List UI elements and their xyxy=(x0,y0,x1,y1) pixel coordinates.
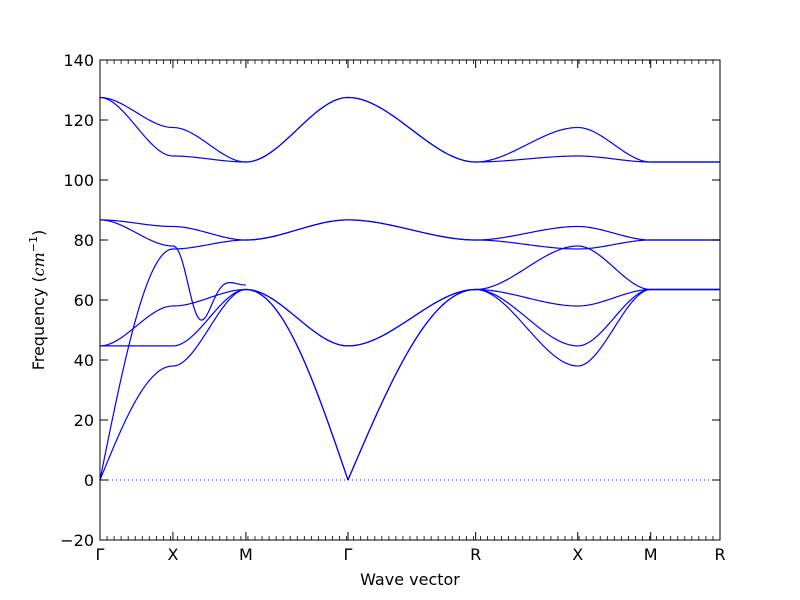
y-tick-label: 20 xyxy=(74,411,94,430)
band-line xyxy=(347,219,476,241)
x-tick-label: R xyxy=(714,545,725,564)
band-line xyxy=(99,305,173,347)
band-line xyxy=(475,288,578,307)
band-line xyxy=(475,225,578,241)
band-line xyxy=(245,219,349,241)
band-line xyxy=(577,288,651,347)
x-tick-label: Γ xyxy=(96,545,105,564)
band-line xyxy=(347,288,476,481)
y-axis-title-unit: cm xyxy=(29,252,48,276)
band-line xyxy=(577,225,651,241)
x-tick-label: M xyxy=(644,545,658,564)
band-line xyxy=(172,239,246,250)
x-tick-label: X xyxy=(572,545,583,564)
y-axis-title-exp: −1 xyxy=(27,236,40,252)
y-axis-title-suffix: ) xyxy=(29,230,48,236)
band-line xyxy=(577,155,651,163)
band-line xyxy=(99,219,173,247)
y-tick-label: 0 xyxy=(84,471,94,490)
band-line xyxy=(245,96,349,163)
y-tick-label: 100 xyxy=(63,171,94,190)
band-line xyxy=(245,288,349,347)
y-axis-title-prefix: Frequency ( xyxy=(29,276,48,370)
y-tick-label: −20 xyxy=(60,531,94,550)
band-line xyxy=(172,288,246,307)
labels-layer: −20 0 20 40 60 80 100 120 140 Γ X M Γ R X M R xyxy=(60,51,725,564)
x-tick-label: Γ xyxy=(344,545,353,564)
y-tick-label: 60 xyxy=(74,291,94,310)
band-line xyxy=(577,288,651,307)
band-line xyxy=(347,96,476,163)
band-line xyxy=(347,288,476,347)
band-line xyxy=(475,239,578,250)
y-tick-label: 40 xyxy=(74,351,94,370)
band-line xyxy=(577,239,651,250)
plot-area xyxy=(99,59,721,541)
y-tick-label: 120 xyxy=(63,111,94,130)
x-tick-label: X xyxy=(167,545,178,564)
plot-frame xyxy=(99,59,721,541)
x-tick-label: R xyxy=(470,545,481,564)
band-line xyxy=(172,245,246,321)
band-line xyxy=(475,155,578,163)
band-line xyxy=(99,96,173,157)
x-axis-title: Wave vector xyxy=(360,570,460,589)
band-line xyxy=(99,248,173,481)
y-axis-title: Frequency (cm−1) xyxy=(27,230,48,371)
band-line xyxy=(475,288,578,347)
band-line xyxy=(475,245,578,291)
band-line xyxy=(577,245,651,291)
band-line xyxy=(99,219,173,228)
band-line xyxy=(172,288,246,347)
band-line xyxy=(172,288,246,367)
y-tick-label: 140 xyxy=(63,51,94,70)
band-line xyxy=(475,126,578,163)
bands-layer xyxy=(99,96,720,481)
band-line xyxy=(99,365,173,481)
x-tick-label: M xyxy=(239,545,253,564)
band-line xyxy=(172,126,246,163)
y-tick-label: 80 xyxy=(74,231,94,250)
band-line xyxy=(172,155,246,163)
minor-ticks-layer xyxy=(106,60,714,540)
band-line xyxy=(172,225,246,241)
band-line xyxy=(577,126,651,163)
band-line xyxy=(475,288,578,367)
band-line xyxy=(99,96,173,129)
band-line xyxy=(245,288,349,481)
band-line xyxy=(577,288,651,367)
